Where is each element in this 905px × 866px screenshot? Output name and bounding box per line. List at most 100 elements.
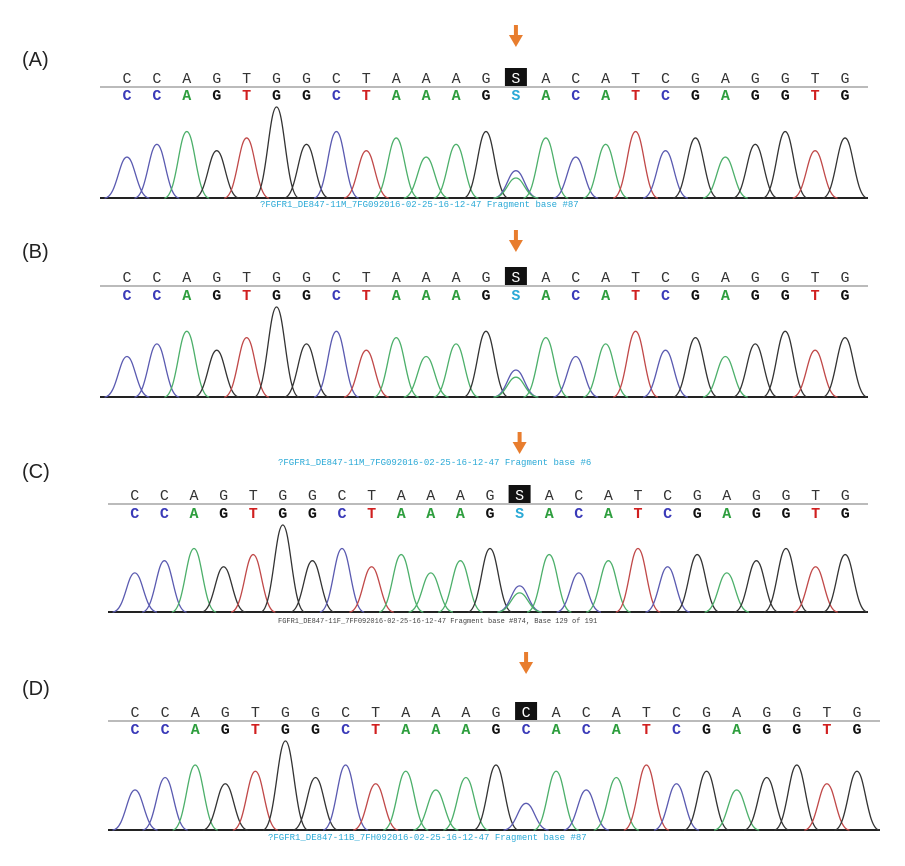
trace-peak	[283, 343, 330, 398]
trace-peak	[743, 776, 790, 831]
base-letter: C	[341, 705, 350, 722]
base-letter: T	[631, 71, 640, 88]
base-call: C	[661, 288, 670, 305]
base-call: A	[422, 288, 431, 305]
base-call: G	[751, 88, 760, 105]
trace-peak	[645, 566, 691, 613]
base-call: C	[574, 506, 583, 523]
base-letter: S	[511, 71, 520, 88]
trace-peak	[373, 336, 419, 398]
base-call: T	[362, 88, 371, 105]
base-letter: C	[161, 705, 170, 722]
base-letter: A	[604, 488, 613, 505]
trace-peak	[733, 560, 779, 613]
trace-peak	[473, 764, 519, 831]
base-call: A	[732, 722, 741, 739]
base-call: A	[722, 506, 731, 523]
base-call: T	[371, 722, 380, 739]
base-call: G	[308, 506, 317, 523]
base-call: A	[541, 288, 550, 305]
base-call: A	[541, 88, 550, 105]
trace-peak	[593, 776, 640, 831]
trace-peak	[194, 349, 240, 398]
base-letter: T	[362, 71, 371, 88]
base-call: T	[249, 506, 258, 523]
trace-peak	[793, 566, 839, 613]
base-call: A	[397, 506, 406, 523]
trace-peak	[732, 343, 778, 398]
trace-peak	[642, 150, 689, 199]
trace-peak	[674, 553, 720, 613]
trace-peak	[437, 560, 483, 613]
trace-peak	[762, 330, 808, 398]
base-letter: G	[781, 270, 790, 287]
base-letter: A	[721, 71, 730, 88]
base-letter: G	[212, 270, 221, 287]
base-letter: C	[152, 71, 161, 88]
base-letter: G	[302, 71, 311, 88]
trace-peak	[623, 764, 670, 831]
trace-peak	[194, 150, 240, 199]
base-call: A	[604, 506, 613, 523]
base-call: T	[633, 506, 642, 523]
trace-peak	[253, 306, 300, 398]
base-call: A	[721, 288, 730, 305]
base-letter: S	[515, 488, 524, 505]
base-call: T	[242, 288, 251, 305]
trace-peak	[104, 156, 150, 199]
trace-peak	[112, 789, 158, 831]
base-letter: A	[397, 488, 406, 505]
base-letter: A	[182, 71, 191, 88]
base-letter: C	[152, 270, 161, 287]
trace-peak	[433, 143, 479, 199]
panel: (C)CCCCAAGGTTGGGGCCTTAAAAAAGGSSAACCAATTC…	[22, 432, 868, 626]
base-letter: A	[601, 71, 610, 88]
header-text: ?FGFR1_DE847-11M_7FG092016-02-25-16-12-4…	[278, 458, 591, 468]
base-call: T	[822, 722, 831, 739]
trace-peak	[463, 130, 509, 199]
base-letter: G	[841, 71, 850, 88]
trace-peak	[260, 524, 306, 613]
highlight-box	[515, 702, 538, 720]
base-letter: G	[781, 488, 790, 505]
trace-peak	[230, 553, 276, 613]
base-letter: T	[371, 705, 380, 722]
base-letter: G	[281, 705, 290, 722]
base-call: A	[721, 88, 730, 105]
base-letter: T	[631, 270, 640, 287]
base-call: C	[332, 88, 341, 105]
base-call: G	[852, 722, 861, 739]
trace-peak	[313, 130, 360, 199]
trace-peak	[313, 330, 360, 398]
base-call: C	[663, 506, 672, 523]
base-letter: C	[582, 705, 591, 722]
base-call: A	[401, 722, 410, 739]
trace-peak	[612, 330, 659, 398]
base-call: G	[219, 506, 228, 523]
trace-peak	[762, 130, 808, 199]
base-letter: A	[456, 488, 465, 505]
trace-peak	[443, 776, 489, 831]
trace-peak	[289, 560, 335, 613]
arrow-head	[512, 442, 527, 454]
base-call: G	[302, 288, 311, 305]
base-letter: A	[182, 270, 191, 287]
trace-peak	[773, 764, 820, 831]
base-letter: A	[392, 270, 401, 287]
base-call: A	[461, 722, 470, 739]
trace-peak	[141, 560, 187, 613]
base-letter: G	[219, 488, 228, 505]
base-letter: A	[601, 270, 610, 287]
base-letter: A	[721, 270, 730, 287]
base-call: C	[131, 722, 140, 739]
trace-peak	[792, 349, 838, 398]
trace-peak	[834, 770, 880, 831]
base-letter: A	[452, 270, 461, 287]
base-call: A	[182, 288, 191, 305]
base-call: C	[582, 722, 591, 739]
base-call: C	[341, 722, 350, 739]
trace-peak	[223, 137, 270, 199]
trace-peak	[343, 150, 389, 199]
base-letter: T	[811, 71, 820, 88]
base-call: A	[431, 722, 440, 739]
